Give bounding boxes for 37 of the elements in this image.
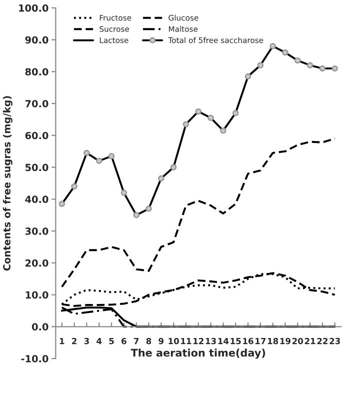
y-tick-label: 90.0 (25, 36, 48, 44)
x-tick-label: 13 (206, 338, 216, 344)
x-tick-label: 8 (146, 338, 152, 344)
x-tick-label: 2 (72, 338, 76, 344)
y-tick-label: 60.0 (25, 132, 48, 140)
y-tick-label: 30.0 (25, 228, 48, 235)
x-tick-label: 4 (96, 338, 102, 344)
y-tick-label: 70.0 (25, 100, 48, 108)
x-tick-label: 12 (194, 338, 204, 344)
x-tick-label: 15 (230, 338, 241, 344)
x-tick-label: 16 (243, 338, 254, 344)
x-tick-label: 21 (304, 338, 316, 344)
x-tick-label: 14 (218, 338, 229, 344)
x-tick-label: 5 (109, 338, 114, 344)
x-tick-label: 7 (134, 338, 139, 344)
x-tick-label: 11 (181, 338, 192, 344)
y-tick-label: 80.0 (25, 68, 48, 76)
x-tick-label: 6 (122, 338, 126, 344)
x-tick-label: 17 (256, 338, 266, 344)
y-tick-label: 40.0 (25, 196, 48, 203)
x-tick-label: 23 (330, 338, 340, 344)
x-tick-label: 1 (60, 338, 64, 344)
x-tick-label: 22 (317, 338, 328, 344)
y-tick-label: 20.0 (26, 259, 48, 267)
x-axis-title: The aeration time(day) (130, 348, 266, 359)
y-tick-label: 50.0 (26, 164, 48, 172)
y-tick-label: -10.0 (21, 355, 48, 362)
y-tick-label: 100.0 (19, 4, 48, 12)
x-tick-label: 20 (292, 338, 304, 344)
x-tick-label: 9 (158, 338, 164, 344)
y-tick-label: 10.0 (26, 291, 48, 299)
x-tick-label: 10 (168, 338, 179, 344)
x-tick-label: 18 (268, 338, 278, 344)
x-tick-label: 3 (84, 338, 89, 344)
y-tick-label: 0.0 (32, 323, 48, 330)
y-axis-title: Contents of free sugras (mg/kg) (2, 96, 12, 271)
x-tick-label: 19 (280, 338, 290, 344)
